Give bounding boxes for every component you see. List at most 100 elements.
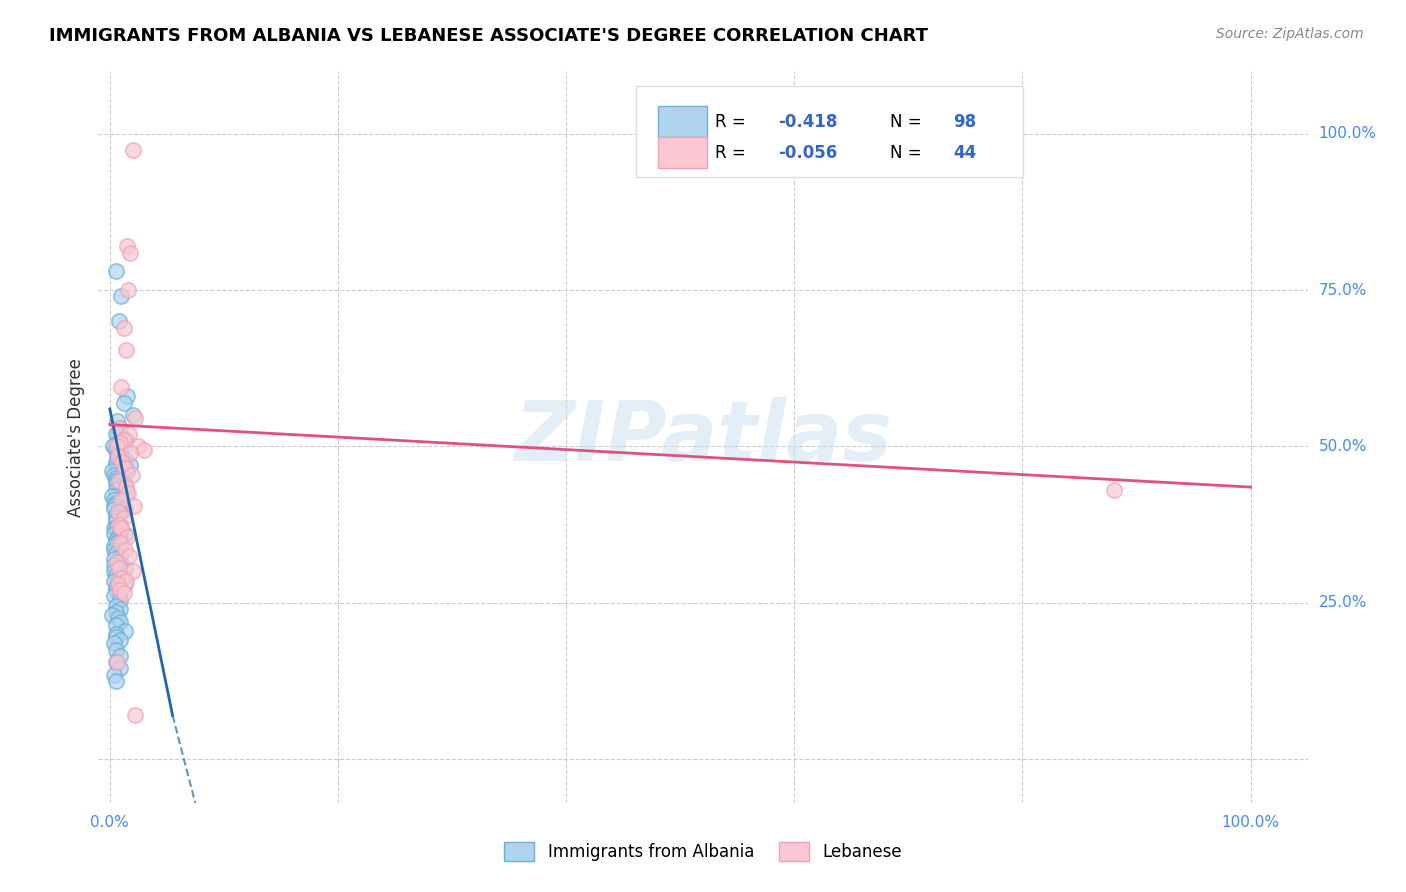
Point: [108, 555, 131, 569]
Point: [107, 505, 129, 519]
Point: [114, 542, 136, 557]
Text: ZIPatlas: ZIPatlas: [515, 397, 891, 477]
Point: [112, 511, 135, 525]
Point: [105, 655, 128, 669]
Y-axis label: Associate's Degree: Associate's Degree: [66, 358, 84, 516]
Point: [112, 320, 135, 334]
Point: [108, 314, 131, 328]
Point: [103, 540, 125, 554]
Point: [108, 661, 131, 675]
Point: [104, 583, 127, 598]
Point: [104, 567, 127, 582]
Point: [104, 655, 127, 669]
Point: [103, 542, 125, 557]
Point: [103, 574, 125, 588]
Point: [108, 583, 131, 598]
Point: [104, 455, 127, 469]
Point: [103, 521, 125, 535]
Point: [114, 434, 136, 448]
Point: [104, 496, 127, 510]
Point: [107, 530, 129, 544]
Point: [122, 499, 145, 513]
Point: [108, 586, 131, 600]
Point: [104, 536, 127, 550]
Point: [104, 442, 127, 457]
Point: [104, 627, 127, 641]
Point: [103, 502, 125, 516]
Point: [115, 239, 138, 253]
Point: [105, 436, 128, 450]
Point: [104, 673, 127, 688]
Point: [118, 549, 141, 563]
Point: [108, 540, 131, 554]
Point: [104, 515, 127, 529]
Point: [108, 592, 131, 607]
Point: [108, 496, 131, 510]
Point: [103, 552, 125, 566]
Point: [117, 486, 139, 500]
Point: [132, 442, 155, 457]
Point: [120, 245, 142, 260]
Point: [121, 565, 143, 579]
Point: [104, 483, 127, 498]
Point: [104, 580, 127, 594]
Point: [112, 586, 135, 600]
Point: [104, 617, 127, 632]
Point: [110, 289, 132, 303]
Point: [108, 561, 131, 575]
Point: [114, 480, 136, 494]
Point: [118, 426, 141, 441]
Text: 0.0%: 0.0%: [90, 815, 129, 830]
Point: [112, 434, 135, 448]
Point: [104, 515, 127, 529]
Point: [104, 508, 127, 523]
Point: [121, 408, 143, 422]
FancyBboxPatch shape: [658, 137, 707, 168]
Point: [103, 667, 125, 681]
Point: [108, 571, 131, 585]
Point: [110, 380, 132, 394]
Point: [114, 452, 136, 467]
Point: [108, 615, 131, 629]
Text: 100.0%: 100.0%: [1319, 127, 1376, 141]
Point: [108, 505, 131, 519]
Point: [104, 642, 127, 657]
Text: -0.418: -0.418: [778, 112, 838, 131]
Point: [103, 440, 125, 454]
Point: [115, 530, 138, 544]
Point: [114, 574, 136, 588]
Point: [107, 426, 129, 441]
Point: [117, 283, 139, 297]
Text: R =: R =: [716, 112, 751, 131]
Point: [108, 549, 131, 563]
Text: 50.0%: 50.0%: [1319, 439, 1367, 454]
Text: 98: 98: [953, 112, 976, 131]
Text: -0.056: -0.056: [778, 144, 837, 161]
Point: [104, 511, 127, 525]
Point: [114, 527, 136, 541]
Point: [108, 436, 131, 450]
Point: [110, 446, 132, 460]
Point: [124, 411, 146, 425]
Point: [105, 449, 128, 463]
Point: [110, 461, 132, 475]
Point: [114, 502, 136, 516]
Point: [108, 648, 131, 663]
Point: [114, 577, 136, 591]
Point: [105, 555, 128, 569]
Point: [108, 471, 131, 485]
Point: [104, 458, 127, 473]
Point: [103, 590, 125, 604]
Point: [120, 458, 142, 473]
Point: [111, 571, 134, 585]
Point: [108, 536, 131, 550]
Point: [108, 524, 131, 538]
Point: [103, 499, 125, 513]
Text: 75.0%: 75.0%: [1319, 283, 1367, 298]
Text: R =: R =: [716, 144, 751, 161]
Point: [108, 602, 131, 616]
Point: [120, 446, 142, 460]
Point: [104, 521, 127, 535]
Point: [107, 611, 129, 625]
Point: [105, 440, 128, 454]
